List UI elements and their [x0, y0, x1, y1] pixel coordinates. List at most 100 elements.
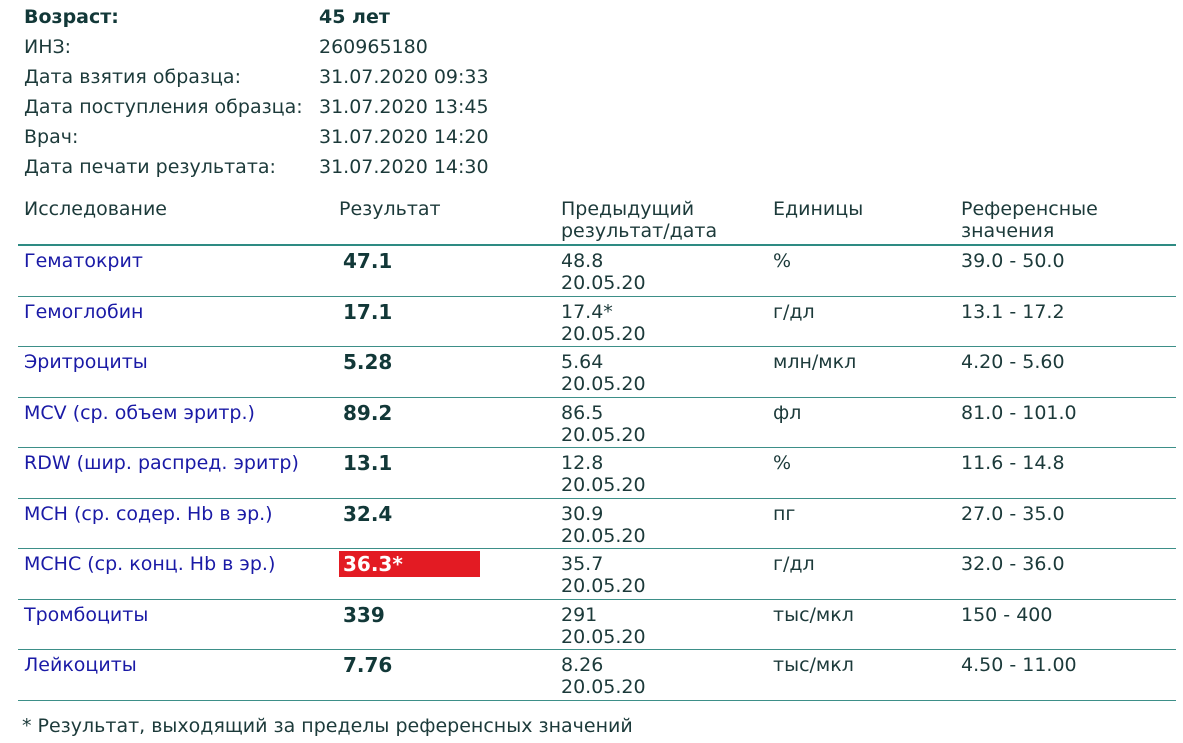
reference-range: 4.20 - 5.60: [961, 351, 1065, 373]
previous-value: 8.26: [561, 654, 604, 676]
previous-result: 12.8 20.05.20: [561, 448, 773, 498]
test-name[interactable]: MCV (ср. объем эритр.): [24, 401, 255, 424]
footnote: * Результат, выходящий за пределы рефере…: [22, 715, 633, 737]
units: %: [773, 452, 792, 474]
sample-taken-row: Дата взятия образца: 31.07.2020 09:33: [24, 62, 724, 92]
result-value: 13.1: [339, 448, 561, 498]
previous-result: 30.9 20.05.20: [561, 499, 773, 549]
result-value-text: 339: [343, 602, 385, 627]
result-value-text: 7.76: [343, 653, 393, 677]
result-value-text: 5.28: [343, 350, 393, 374]
reference-range: 13.1 - 17.2: [961, 300, 1065, 323]
previous-date: 20.05.20: [561, 272, 646, 294]
previous-result: 17.4* 20.05.20: [561, 297, 773, 347]
sample-received-value: 31.07.2020 13:45: [319, 96, 489, 118]
reference-range: 11.6 - 14.8: [961, 452, 1065, 474]
result-value-text: 32.4: [343, 501, 393, 526]
test-name[interactable]: RDW (шир. распред. эритр): [24, 452, 299, 474]
result-value: 5.28: [339, 347, 561, 397]
sample-received-label: Дата поступления образца:: [24, 96, 303, 118]
header-reference: Референсные значения: [961, 196, 1176, 244]
result-value-text: 17.1: [343, 299, 393, 324]
sample-taken-value: 31.07.2020 09:33: [319, 66, 489, 88]
header-previous-line2: результат/дата: [561, 220, 718, 242]
previous-date: 20.05.20: [561, 474, 646, 496]
result-value-text: 13.1: [343, 451, 393, 475]
doctor-row: Врач: 31.07.2020 14:20: [24, 122, 724, 152]
print-date-value: 31.07.2020 14:30: [319, 156, 489, 178]
header-reference-line2: значения: [961, 220, 1055, 242]
table-header: Исследование Результат Предыдущий резуль…: [18, 196, 1176, 246]
reference-range: 81.0 - 101.0: [961, 401, 1077, 424]
inz-row: ИНЗ: 260965180: [24, 32, 724, 62]
reference-range: 39.0 - 50.0: [961, 250, 1065, 272]
print-date-row: Дата печати результата: 31.07.2020 14:30: [24, 152, 724, 182]
table-row: Гемоглобин 17.1 17.4* 20.05.20 г/дл 13.1…: [18, 297, 1176, 347]
patient-info: Возраст: 45 лет ИНЗ: 260965180 Дата взят…: [24, 2, 724, 182]
doctor-label: Врач:: [24, 126, 79, 148]
result-value: 17.1: [339, 297, 561, 347]
age-label: Возраст:: [24, 6, 119, 28]
header-result-label: Результат: [339, 198, 441, 220]
doctor-value: 31.07.2020 14:20: [319, 126, 489, 148]
previous-date: 20.05.20: [561, 524, 646, 547]
header-test: Исследование: [18, 196, 339, 244]
test-name[interactable]: Лейкоциты: [24, 654, 137, 676]
header-reference-line1: Референсные: [961, 198, 1098, 220]
header-units: Единицы: [773, 196, 961, 244]
test-name[interactable]: Гематокрит: [24, 250, 143, 272]
previous-value: 35.7: [561, 553, 604, 575]
previous-value: 86.5: [561, 401, 604, 424]
test-name[interactable]: Тромбоциты: [24, 603, 149, 626]
previous-value: 12.8: [561, 452, 604, 474]
table-row: RDW (шир. распред. эритр) 13.1 12.8 20.0…: [18, 448, 1176, 499]
result-value-flagged: 36.3*: [339, 549, 561, 599]
result-value: 47.1: [339, 246, 561, 296]
reference-range: 150 - 400: [961, 603, 1053, 626]
test-name[interactable]: MCH (ср. содер. Hb в эр.): [24, 502, 273, 525]
test-name[interactable]: Эритроциты: [24, 351, 148, 373]
table-row: MCH (ср. содер. Hb в эр.) 32.4 30.9 20.0…: [18, 499, 1176, 549]
table-row: Лейкоциты 7.76 8.26 20.05.20 тыс/мкл 4.5…: [18, 650, 1176, 701]
sample-taken-label: Дата взятия образца:: [24, 66, 241, 88]
previous-value: 291: [561, 603, 598, 626]
age-value: 45 лет: [319, 6, 390, 28]
test-name[interactable]: Гемоглобин: [24, 300, 144, 323]
table-row: Гематокрит 47.1 48.8 20.05.20 % 39.0 - 5…: [18, 246, 1176, 297]
table-row: MCV (ср. объем эритр.) 89.2 86.5 20.05.2…: [18, 398, 1176, 448]
previous-value: 48.8: [561, 250, 604, 272]
previous-value: 5.64: [561, 351, 604, 373]
result-value: 32.4: [339, 499, 561, 549]
units: фл: [773, 401, 802, 424]
units: пг: [773, 502, 796, 525]
header-previous-line1: Предыдущий: [561, 198, 695, 220]
units: млн/мкл: [773, 351, 857, 373]
header-result: Результат: [339, 196, 561, 244]
units: тыс/мкл: [773, 654, 854, 676]
header-units-label: Единицы: [773, 198, 864, 220]
header-test-label: Исследование: [24, 198, 168, 220]
previous-date: 20.05.20: [561, 676, 646, 698]
result-value-text: 47.1: [343, 249, 393, 273]
table-body: Гематокрит 47.1 48.8 20.05.20 % 39.0 - 5…: [18, 246, 1176, 701]
reference-range: 32.0 - 36.0: [961, 553, 1065, 575]
previous-result: 291 20.05.20: [561, 600, 773, 650]
previous-value: 17.4*: [561, 300, 613, 323]
units: %: [773, 250, 792, 272]
reference-range: 4.50 - 11.00: [961, 654, 1077, 676]
reference-range: 27.0 - 35.0: [961, 502, 1065, 525]
previous-result: 35.7 20.05.20: [561, 549, 773, 599]
units: тыс/мкл: [773, 603, 854, 626]
results-table: Исследование Результат Предыдущий резуль…: [18, 196, 1176, 701]
print-date-label: Дата печати результата:: [24, 156, 276, 178]
previous-date: 20.05.20: [561, 575, 646, 597]
result-value: 339: [339, 600, 561, 650]
sample-received-row: Дата поступления образца: 31.07.2020 13:…: [24, 92, 724, 122]
table-row: Эритроциты 5.28 5.64 20.05.20 млн/мкл 4.…: [18, 347, 1176, 398]
previous-result: 8.26 20.05.20: [561, 650, 773, 700]
header-previous: Предыдущий результат/дата: [561, 196, 773, 244]
test-name[interactable]: MCHC (ср. конц. Hb в эр.): [24, 553, 276, 575]
units: г/дл: [773, 300, 815, 323]
previous-date: 20.05.20: [561, 373, 646, 395]
result-value-text: 89.2: [343, 400, 393, 425]
